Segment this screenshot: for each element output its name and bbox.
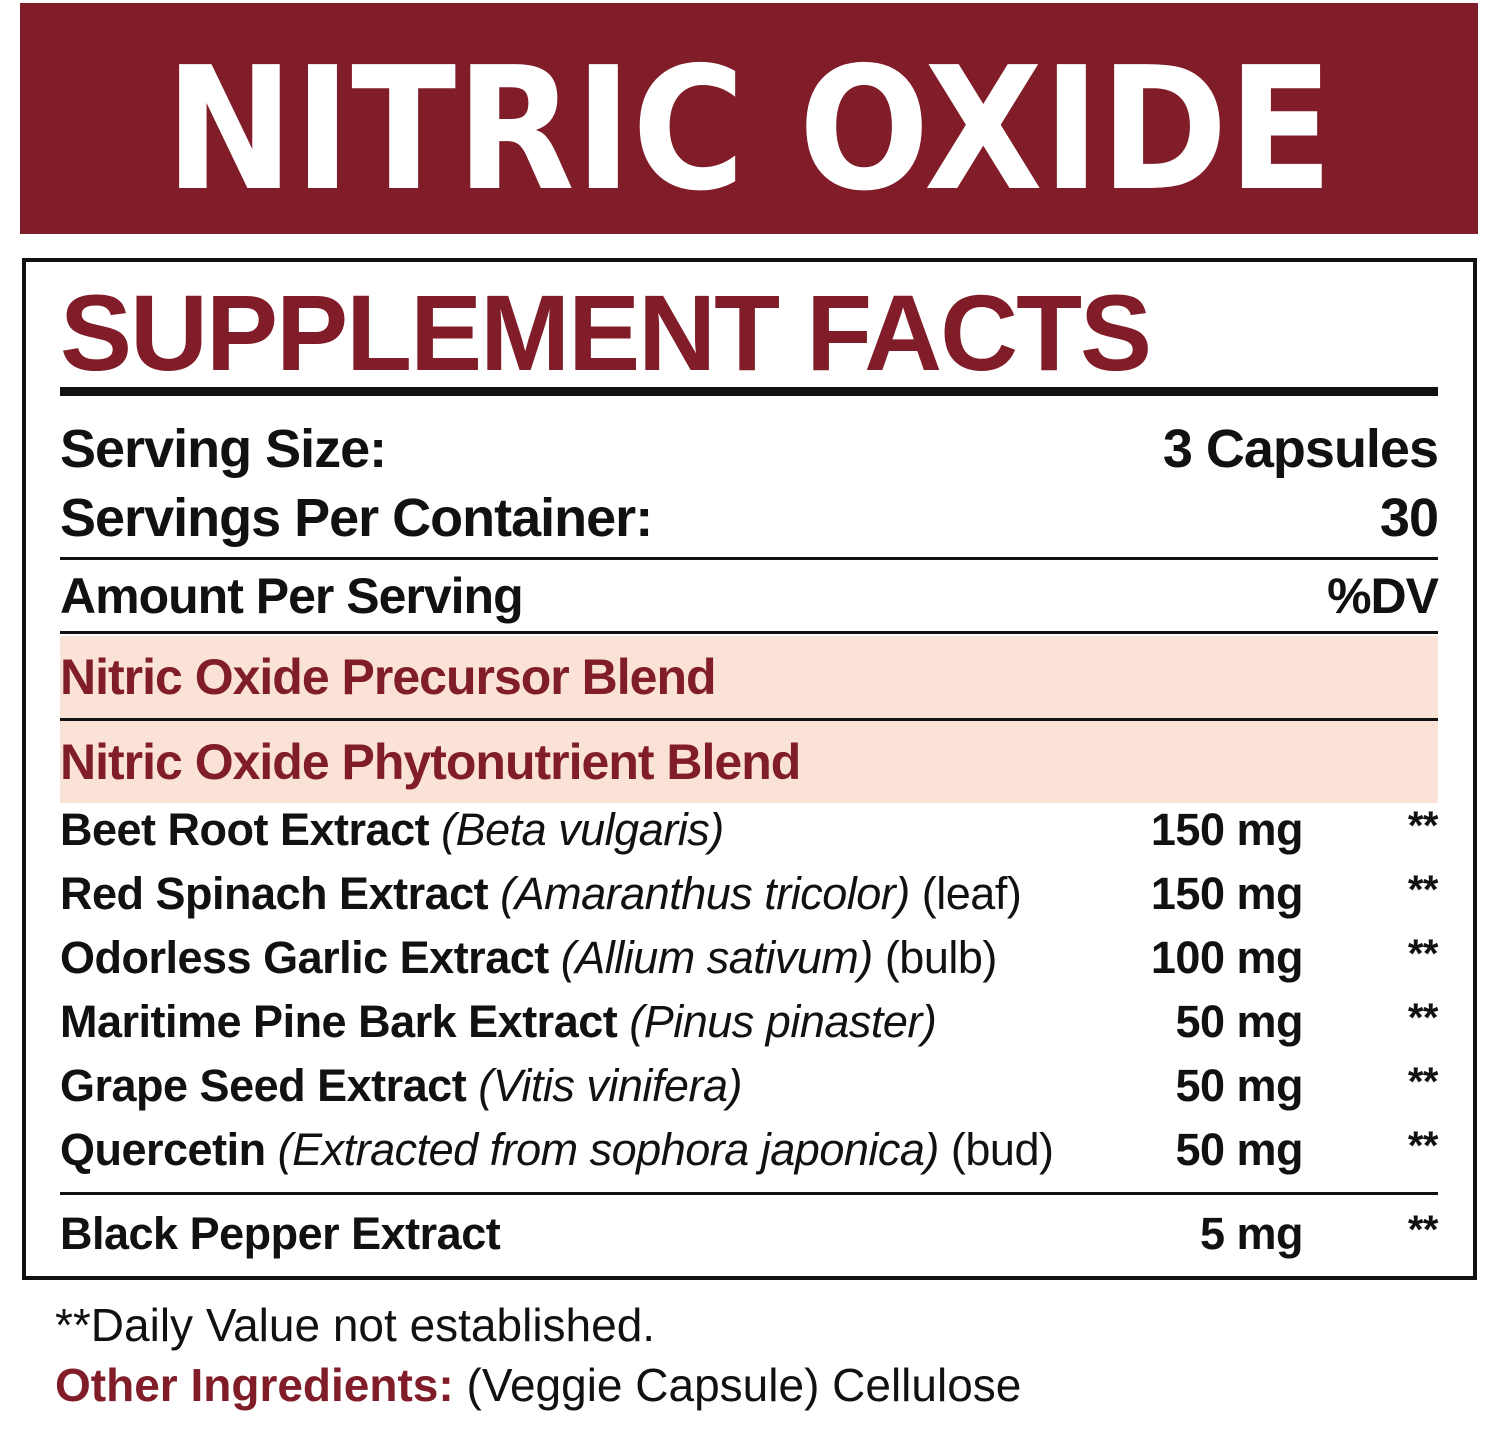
blend-row: Nitric Oxide Phytonutrient Blend: [60, 721, 1438, 803]
blend-name: Nitric Oxide Precursor Blend: [60, 649, 717, 705]
divider: [60, 631, 1438, 634]
serving-size-label: Serving Size:: [60, 419, 387, 479]
servings-value: 30: [1379, 488, 1439, 548]
ingredient-amount: 50 mg: [1175, 996, 1303, 1047]
ingredient-name: Maritime Pine Bark Extract: [60, 996, 618, 1047]
other-ingredients: Other Ingredients: (Veggie Capsule) Cell…: [55, 1358, 1021, 1412]
blend-name: Nitric Oxide Phytonutrient Blend: [60, 734, 801, 790]
blend-row: Nitric Oxide Precursor Blend: [60, 636, 1438, 718]
panel-title: SUPPLEMENT FACTS: [60, 272, 1152, 393]
ingredient-amount: 150 mg: [1150, 868, 1304, 919]
ingredient-latin: (Pinus pinaster): [629, 996, 937, 1047]
banner-title: NITRIC OXIDE: [165, 31, 1333, 229]
ingredient-latin: (Vitis vinifera): [478, 1060, 742, 1111]
ingredient-name: Grape Seed Extract: [60, 1060, 467, 1111]
servings-label: Servings Per Container:: [60, 488, 653, 548]
ingredient-part: (leaf): [921, 868, 1022, 919]
other-ingredients-label: Other Ingredients:: [55, 1359, 454, 1411]
ingredient-name: Odorless Garlic Extract: [60, 932, 549, 983]
ingredient-part: (bulb): [884, 932, 998, 983]
ingredient-latin: (Allium sativum): [560, 932, 874, 983]
ingredient-name: Black Pepper Extract: [60, 1208, 501, 1259]
footnote: **Daily Value not established.: [55, 1299, 656, 1351]
ingredient-dv: **: [1407, 1124, 1439, 1168]
banner-svg: NITRIC OXIDE: [165, 31, 1333, 229]
title-banner: NITRIC OXIDE: [20, 3, 1478, 234]
other-ingredients-value: (Veggie Capsule) Cellulose: [466, 1359, 1022, 1411]
ingredient-dv: **: [1407, 1060, 1439, 1104]
amount-label: Amount Per Serving: [60, 568, 524, 624]
ingredient-dv: **: [1407, 996, 1439, 1040]
ingredient-amount: 50 mg: [1175, 1124, 1303, 1175]
ingredient-name: Quercetin: [60, 1124, 266, 1175]
ingredient-amount: 5 mg: [1199, 1208, 1304, 1259]
ingredient-dv: **: [1407, 1208, 1439, 1252]
supplement-facts-panel: [22, 258, 1477, 1280]
divider: [60, 1192, 1438, 1195]
ingredient-dv: **: [1407, 932, 1439, 976]
ingredient-amount: 50 mg: [1175, 1060, 1303, 1111]
ingredient-name: Beet Root Extract: [60, 804, 430, 855]
divider: [60, 718, 1438, 721]
ingredient-amount: 150 mg: [1150, 804, 1304, 855]
ingredient-dv: **: [1407, 868, 1439, 912]
serving-size-value: 3 Capsules: [1162, 419, 1439, 479]
ingredient-latin: (Extracted from sophora japonica): [277, 1124, 940, 1175]
ingredient-latin: (Beta vulgaris): [441, 804, 724, 855]
ingredient-amount: 100 mg: [1150, 932, 1304, 983]
dv-label: %DV: [1327, 568, 1439, 624]
ingredient-part: (bud): [950, 1124, 1054, 1175]
ingredient-name: Red Spinach Extract: [60, 868, 489, 919]
thick-divider: [60, 387, 1438, 396]
ingredient-dv: **: [1407, 804, 1439, 848]
divider: [60, 557, 1438, 560]
ingredient-latin: (Amaranthus tricolor): [500, 868, 910, 919]
